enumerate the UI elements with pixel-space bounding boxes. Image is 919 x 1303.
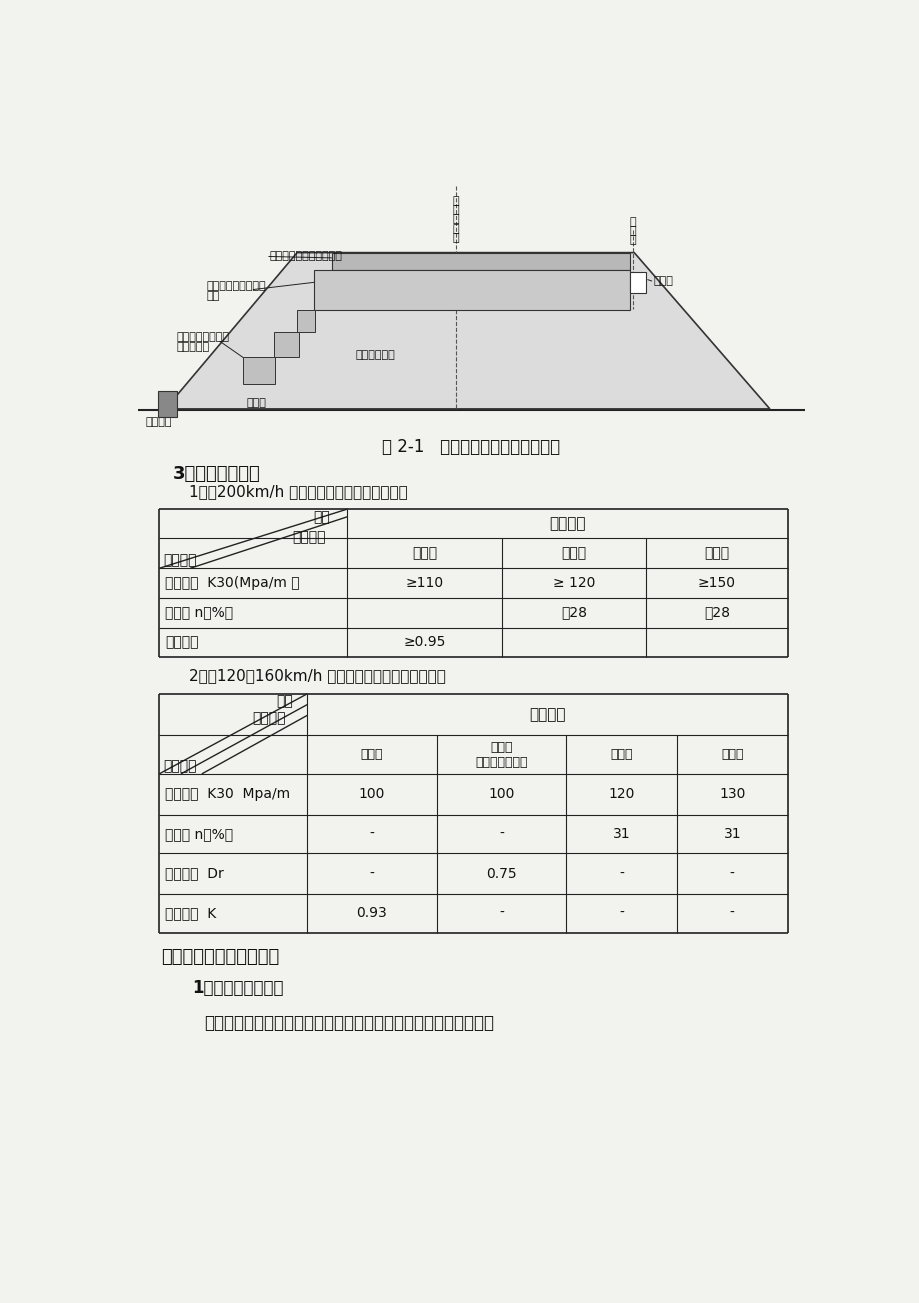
Text: 压实系数  K: 压实系数 K bbox=[165, 907, 216, 920]
Text: 基床底层采有改良土: 基床底层采有改良土 bbox=[206, 280, 266, 291]
Polygon shape bbox=[630, 272, 645, 293]
Polygon shape bbox=[332, 253, 630, 270]
Polygon shape bbox=[165, 253, 769, 409]
Text: -: - bbox=[618, 866, 623, 881]
Text: 线: 线 bbox=[629, 236, 635, 245]
Text: 1、人员、机械配置: 1、人员、机械配置 bbox=[192, 979, 284, 997]
Text: 线: 线 bbox=[452, 195, 459, 206]
Text: ＜28: ＜28 bbox=[703, 606, 729, 620]
Text: 基床表层：级配碎石填筑: 基床表层：级配碎石填筑 bbox=[269, 251, 343, 262]
Text: 前: 前 bbox=[452, 233, 459, 242]
Text: 填料类别: 填料类别 bbox=[292, 530, 325, 545]
Text: 既: 既 bbox=[629, 216, 635, 227]
Text: 基床底层: 基床底层 bbox=[528, 708, 565, 722]
Text: 31: 31 bbox=[722, 827, 741, 840]
Text: 1）、200km/h 地段路基压实标准详见下表：: 1）、200km/h 地段路基压实标准详见下表： bbox=[188, 483, 407, 499]
Text: 压实标准: 压实标准 bbox=[163, 554, 197, 568]
Text: -: - bbox=[729, 866, 734, 881]
Text: 120: 120 bbox=[607, 787, 634, 801]
Text: 路: 路 bbox=[452, 206, 459, 215]
Text: 100: 100 bbox=[358, 787, 385, 801]
Text: 100: 100 bbox=[488, 787, 514, 801]
Text: 图 2-1   既有线路堤帮宽断面示意图: 图 2-1 既有线路堤帮宽断面示意图 bbox=[382, 438, 560, 456]
Text: 0.75: 0.75 bbox=[485, 866, 516, 881]
Text: 为了加强对级配碎石的施工指导，本分部成立施工领导小组，由直: 为了加强对级配碎石的施工指导，本分部成立施工领导小组，由直 bbox=[204, 1014, 494, 1032]
Text: 有: 有 bbox=[629, 225, 635, 236]
Text: 原地面: 原地面 bbox=[246, 397, 267, 408]
Text: 地基系数  K30(Mpa/m ）: 地基系数 K30(Mpa/m ） bbox=[165, 576, 300, 590]
Polygon shape bbox=[313, 270, 630, 310]
Text: 细粒土: 细粒土 bbox=[412, 546, 437, 560]
Text: ≥ 120: ≥ 120 bbox=[552, 576, 595, 590]
Text: ≥0.95: ≥0.95 bbox=[403, 636, 446, 649]
Text: 压实标准: 压实标准 bbox=[163, 760, 197, 773]
Polygon shape bbox=[274, 332, 299, 357]
Text: 三、施工组织和施工安排: 三、施工组织和施工安排 bbox=[162, 949, 279, 966]
Text: -: - bbox=[369, 866, 374, 881]
Text: ＜28: ＜28 bbox=[561, 606, 586, 620]
Text: 浆砌脚墙: 浆砌脚墙 bbox=[146, 417, 173, 427]
Text: 孔隙率 n（%）: 孔隙率 n（%） bbox=[165, 606, 233, 620]
Text: 压实系数: 压实系数 bbox=[165, 636, 199, 649]
Text: 3、路基压实标准: 3、路基压实标准 bbox=[173, 465, 261, 482]
Text: 孔隙率 n（%）: 孔隙率 n（%） bbox=[165, 827, 233, 840]
Text: 地基系数  K30  Mpa/m: 地基系数 K30 Mpa/m bbox=[165, 787, 290, 801]
Text: 接茬台阶处理: 接茬台阶处理 bbox=[355, 351, 394, 360]
Text: 碎石土: 碎石土 bbox=[703, 546, 729, 560]
Text: 砾石土: 砾石土 bbox=[609, 748, 632, 761]
Polygon shape bbox=[297, 310, 314, 332]
Text: 砂类土
（粉砂土除外）: 砂类土 （粉砂土除外） bbox=[474, 740, 527, 769]
Text: ≥150: ≥150 bbox=[697, 576, 735, 590]
Text: -: - bbox=[729, 907, 734, 920]
Polygon shape bbox=[243, 357, 275, 383]
Text: 粗粒土: 粗粒土 bbox=[561, 546, 586, 560]
Text: 改良土: 改良土 bbox=[360, 748, 382, 761]
Text: 基床底层: 基床底层 bbox=[549, 516, 585, 530]
Text: 层位: 层位 bbox=[277, 694, 293, 709]
Text: 排水沟: 排水沟 bbox=[652, 276, 673, 287]
Text: -: - bbox=[618, 907, 623, 920]
Text: 填筑: 填筑 bbox=[206, 291, 220, 301]
Text: 相对密度  Dr: 相对密度 Dr bbox=[165, 866, 224, 881]
Text: 层位: 层位 bbox=[313, 509, 330, 524]
Text: 碎石土: 碎石土 bbox=[720, 748, 743, 761]
Text: 改良土填筑: 改良土填筑 bbox=[176, 343, 210, 352]
Text: 130: 130 bbox=[719, 787, 744, 801]
Text: -: - bbox=[498, 907, 504, 920]
Text: 建: 建 bbox=[452, 224, 459, 233]
Text: 拓: 拓 bbox=[452, 215, 459, 224]
Text: 2）、120～160km/h 地段路基压实标准详见下表：: 2）、120～160km/h 地段路基压实标准详见下表： bbox=[188, 668, 445, 684]
Text: ≥110: ≥110 bbox=[405, 576, 444, 590]
Text: 31: 31 bbox=[612, 827, 630, 840]
Text: -: - bbox=[369, 827, 374, 840]
Polygon shape bbox=[157, 391, 176, 417]
Text: -: - bbox=[498, 827, 504, 840]
Text: 0.93: 0.93 bbox=[357, 907, 387, 920]
Text: 基床以下路堤采有: 基床以下路堤采有 bbox=[176, 332, 230, 343]
Text: 填料类别: 填料类别 bbox=[252, 711, 285, 726]
